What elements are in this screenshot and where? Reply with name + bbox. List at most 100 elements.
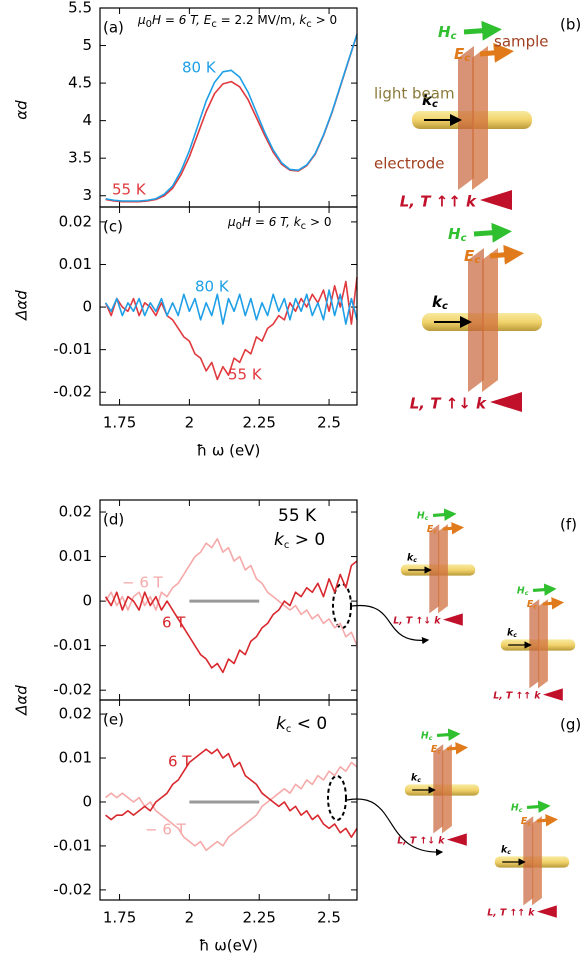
setup: Hc Ec kc L, T ↑↑ k bbox=[487, 800, 570, 918]
annotation-part: k bbox=[299, 13, 307, 27]
annotation-sub: c bbox=[301, 221, 307, 232]
panel-label: (b) bbox=[560, 16, 581, 34]
cone bbox=[490, 392, 522, 412]
series-label: 55 K bbox=[112, 181, 147, 199]
y-tick-label: 0.01 bbox=[59, 749, 92, 767]
callout-arrow bbox=[346, 798, 444, 856]
series-line bbox=[104, 277, 358, 381]
y-tick-label: 0.02 bbox=[59, 212, 92, 230]
h-arrow bbox=[532, 583, 557, 596]
sample bbox=[438, 524, 448, 614]
lt-label: L, T ↑↑ k bbox=[400, 193, 477, 211]
symbol-main: H bbox=[438, 23, 451, 41]
symbol-main: k bbox=[501, 844, 508, 855]
series-label: − 6 T bbox=[122, 574, 164, 592]
panel-label: (f) bbox=[560, 516, 577, 534]
annotation-part: > 0 bbox=[312, 13, 337, 27]
e-arrow bbox=[536, 814, 559, 827]
annotation-sub: 0 bbox=[236, 221, 242, 232]
y-tick-label: 3 bbox=[82, 186, 92, 204]
lt-label: L, T ↑↓ k bbox=[393, 615, 441, 626]
series-line bbox=[105, 761, 358, 852]
sample bbox=[472, 46, 488, 190]
symbol-main: k bbox=[507, 627, 514, 638]
x-tick-label: 2.5 bbox=[317, 414, 341, 432]
panel-label: (d) bbox=[103, 511, 124, 529]
symbol-main: H bbox=[421, 730, 429, 741]
annotation-part: > 0 bbox=[306, 215, 331, 229]
symbol-sub: c bbox=[433, 529, 437, 536]
y-tick-label: 0.01 bbox=[59, 547, 92, 565]
lt-label: L, T ↑↓ k bbox=[410, 395, 487, 413]
symbol-sub: c bbox=[464, 53, 470, 64]
symbol: Ec bbox=[431, 744, 441, 756]
annotation-part: H = 6 T, bbox=[152, 13, 204, 27]
symbol: kc bbox=[501, 844, 511, 856]
electrode bbox=[523, 816, 534, 906]
y-tick-label: 5.5 bbox=[68, 0, 92, 17]
x-tick-label: 2 bbox=[185, 414, 195, 432]
cone bbox=[542, 688, 563, 701]
symbol: kc bbox=[407, 552, 417, 564]
series-line bbox=[104, 537, 358, 646]
symbol-main: E bbox=[454, 45, 465, 63]
x-tick-label: 2.25 bbox=[243, 414, 276, 432]
symbol: Hc bbox=[421, 730, 433, 742]
series-label: 80 K bbox=[195, 278, 230, 296]
h-arrow bbox=[436, 728, 461, 741]
h-arrow bbox=[526, 800, 551, 813]
symbol-main: E bbox=[427, 524, 434, 535]
symbol-main: E bbox=[527, 599, 534, 610]
e-arrow bbox=[479, 42, 514, 63]
symbol-main: H bbox=[511, 802, 519, 813]
callout-ellipse bbox=[332, 583, 352, 629]
sample-label: sample bbox=[494, 33, 549, 51]
symbol-sub: c bbox=[474, 255, 480, 266]
sample bbox=[538, 599, 548, 689]
symbol: Ec bbox=[527, 599, 537, 611]
annotation: μ0H = 6 T, Ec = 2.2 MV/m, kc > 0 bbox=[137, 13, 337, 31]
x-tick-label: 2.25 bbox=[243, 909, 276, 927]
symbol-main: E bbox=[521, 816, 528, 827]
beam-label: light beam bbox=[374, 85, 455, 103]
lt-label: L, T ↑↑ k bbox=[487, 907, 535, 918]
cone bbox=[446, 833, 467, 846]
symbol-sub: c bbox=[451, 31, 457, 42]
series-label: 55 K bbox=[228, 366, 263, 384]
y-tick-label: -0.01 bbox=[53, 836, 92, 854]
sample bbox=[482, 248, 498, 392]
symbol: Hc bbox=[511, 802, 523, 814]
annotation: kc > 0 bbox=[274, 530, 325, 551]
e-arrow bbox=[489, 244, 524, 265]
symbol-main: H bbox=[417, 510, 425, 521]
annotation: 55 K bbox=[278, 506, 317, 526]
series-line bbox=[104, 560, 358, 674]
series-label: 6 T bbox=[168, 753, 192, 771]
lt-label: L, T ↑↑ k bbox=[493, 690, 541, 701]
y-tick-label: 0 bbox=[82, 792, 92, 810]
symbol-sub: c bbox=[429, 735, 433, 742]
symbol: kc bbox=[411, 772, 421, 784]
symbol: Hc bbox=[438, 23, 457, 43]
annotation-sub: 0 bbox=[146, 19, 152, 30]
y-tick-label: 0 bbox=[82, 592, 92, 610]
series-label: 6 T bbox=[162, 614, 186, 632]
electrode bbox=[433, 744, 444, 834]
symbol-sub: c bbox=[519, 807, 523, 814]
annotation-part: > 0 bbox=[289, 530, 325, 550]
electrode bbox=[458, 46, 474, 190]
annotation-sub: c bbox=[284, 540, 290, 551]
symbol-main: H bbox=[517, 585, 525, 596]
annotation: μ0H = 6 T, kc > 0 bbox=[227, 215, 332, 233]
panel-label: (e) bbox=[103, 711, 124, 729]
symbol: Ec bbox=[427, 524, 437, 536]
symbol-main: E bbox=[464, 247, 475, 265]
plot-frame bbox=[99, 206, 358, 406]
plot-frame bbox=[99, 7, 358, 208]
symbol: kc bbox=[422, 91, 438, 111]
